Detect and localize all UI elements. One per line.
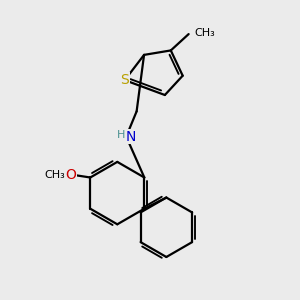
Text: CH₃: CH₃: [195, 28, 215, 38]
Text: S: S: [120, 73, 129, 87]
Text: O: O: [65, 167, 76, 182]
Text: CH₃: CH₃: [44, 169, 65, 179]
Text: H: H: [117, 130, 125, 140]
Text: N: N: [125, 130, 136, 144]
